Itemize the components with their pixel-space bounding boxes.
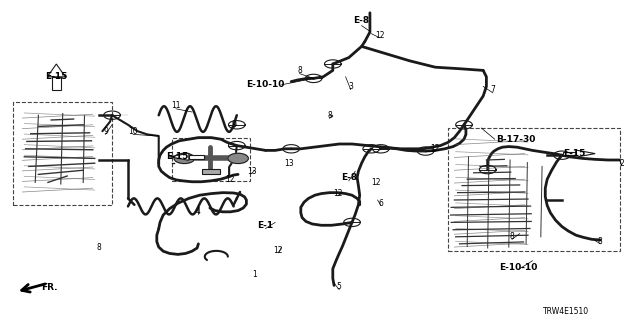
Text: 12: 12 bbox=[226, 175, 235, 184]
Text: FR.: FR. bbox=[42, 284, 58, 292]
Text: B-17-30: B-17-30 bbox=[496, 135, 536, 144]
Text: E-1: E-1 bbox=[257, 221, 274, 230]
Circle shape bbox=[228, 153, 248, 164]
Polygon shape bbox=[47, 64, 65, 77]
Text: 4: 4 bbox=[196, 207, 201, 216]
Text: E-10-10: E-10-10 bbox=[499, 263, 538, 272]
Bar bbox=[563, 152, 576, 155]
Text: TRW4E1510: TRW4E1510 bbox=[543, 307, 589, 316]
Text: 8: 8 bbox=[598, 237, 603, 246]
Bar bbox=[189, 155, 204, 158]
Bar bbox=[172, 138, 250, 181]
Text: 12: 12 bbox=[375, 31, 384, 40]
Text: E-10-10: E-10-10 bbox=[246, 80, 285, 89]
Text: 12: 12 bbox=[372, 178, 381, 187]
Circle shape bbox=[174, 153, 195, 164]
Bar bbox=[13, 102, 112, 205]
Text: 3: 3 bbox=[348, 82, 353, 91]
Text: E-15: E-15 bbox=[45, 72, 67, 81]
Text: 11: 11 bbox=[172, 101, 180, 110]
Text: 12: 12 bbox=[274, 246, 283, 255]
Text: 8: 8 bbox=[97, 244, 102, 252]
Text: 2: 2 bbox=[620, 159, 625, 168]
Text: 8: 8 bbox=[297, 66, 302, 75]
Bar bbox=[448, 128, 620, 251]
Text: E-8: E-8 bbox=[340, 173, 357, 182]
Text: E-15: E-15 bbox=[166, 152, 189, 161]
Bar bbox=[52, 77, 61, 90]
Text: 6: 6 bbox=[378, 199, 383, 208]
Text: 8: 8 bbox=[509, 232, 515, 241]
Text: 9: 9 bbox=[231, 120, 236, 129]
Text: 13: 13 bbox=[246, 167, 257, 176]
Text: 8: 8 bbox=[327, 111, 332, 120]
Polygon shape bbox=[170, 153, 189, 160]
Text: 10: 10 bbox=[128, 127, 138, 136]
Text: E-8: E-8 bbox=[353, 16, 370, 25]
Bar bbox=[202, 169, 220, 174]
Text: 1: 1 bbox=[252, 270, 257, 279]
Text: 7: 7 bbox=[490, 85, 495, 94]
Text: 13: 13 bbox=[284, 159, 294, 168]
Polygon shape bbox=[576, 150, 595, 157]
Text: 5: 5 bbox=[337, 282, 342, 291]
Text: 12: 12 bbox=[431, 144, 440, 153]
Text: 9: 9 bbox=[103, 127, 108, 136]
Text: E-15: E-15 bbox=[563, 149, 586, 158]
Text: 12: 12 bbox=[333, 189, 342, 198]
